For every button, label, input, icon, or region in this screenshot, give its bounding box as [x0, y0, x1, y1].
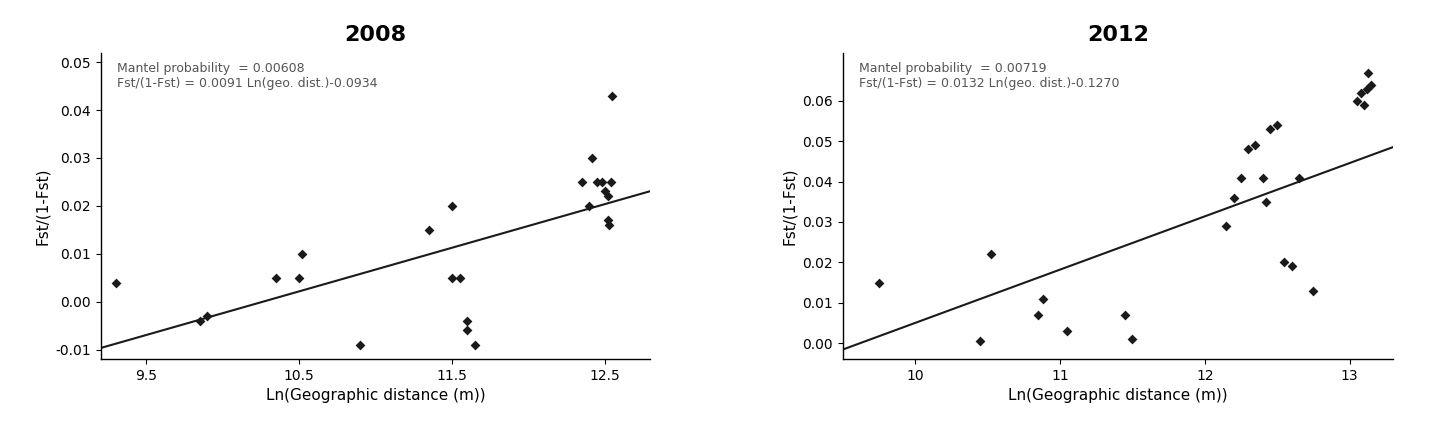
Text: Mantel probability  = 0.00719
Fst/(1-Fst) = 0.0132 Ln(geo. dist.)-0.1270: Mantel probability = 0.00719 Fst/(1-Fst)…: [860, 62, 1120, 90]
Point: [1302, 287, 1325, 294]
Point: [577, 202, 600, 209]
Point: [441, 274, 464, 281]
Point: [448, 274, 471, 281]
Point: [418, 226, 441, 233]
Point: [1279, 263, 1302, 270]
Point: [264, 274, 287, 281]
Point: [1272, 259, 1295, 266]
Point: [599, 178, 622, 185]
Point: [349, 341, 372, 348]
Point: [1356, 85, 1379, 92]
Point: [590, 178, 613, 185]
Point: [1254, 198, 1277, 205]
Point: [1122, 336, 1144, 343]
Point: [464, 341, 487, 348]
Point: [1346, 98, 1369, 105]
Point: [1244, 142, 1267, 149]
Text: Mantel probability  = 0.00608
Fst/(1-Fst) = 0.0091 Ln(geo. dist.)-0.0934: Mantel probability = 0.00608 Fst/(1-Fst)…: [116, 62, 378, 90]
Point: [290, 250, 313, 257]
Point: [455, 327, 478, 334]
Y-axis label: Fst/(1-Fst): Fst/(1-Fst): [783, 167, 797, 244]
Point: [195, 313, 218, 320]
Point: [600, 92, 623, 99]
Point: [1222, 194, 1245, 201]
Point: [867, 279, 890, 286]
Point: [1027, 311, 1050, 318]
Title: 2012: 2012: [1087, 25, 1149, 46]
Point: [1287, 174, 1310, 181]
Point: [1360, 81, 1383, 88]
Point: [586, 178, 609, 185]
Point: [1215, 223, 1238, 230]
Title: 2008: 2008: [345, 25, 406, 46]
Point: [1353, 102, 1376, 109]
Point: [1229, 174, 1252, 181]
Point: [979, 251, 1002, 258]
Point: [455, 317, 478, 324]
Point: [1114, 311, 1137, 318]
Point: [597, 222, 620, 229]
Point: [105, 279, 128, 286]
Point: [1258, 126, 1281, 133]
Point: [287, 274, 310, 281]
Point: [1357, 69, 1380, 76]
X-axis label: Ln(Geographic distance (m)): Ln(Geographic distance (m)): [1008, 389, 1228, 403]
Point: [582, 155, 605, 162]
Point: [1350, 89, 1373, 96]
Point: [969, 338, 992, 345]
Point: [570, 178, 593, 185]
Point: [441, 202, 464, 209]
Point: [1055, 328, 1078, 335]
Point: [1251, 174, 1274, 181]
X-axis label: Ln(Geographic distance (m)): Ln(Geographic distance (m)): [266, 389, 485, 403]
Point: [1031, 295, 1054, 302]
Point: [593, 188, 616, 195]
Point: [596, 193, 619, 200]
Point: [188, 317, 211, 324]
Point: [1236, 146, 1259, 153]
Point: [596, 217, 619, 224]
Point: [1265, 122, 1288, 129]
Y-axis label: Fst/(1-Fst): Fst/(1-Fst): [34, 167, 50, 244]
